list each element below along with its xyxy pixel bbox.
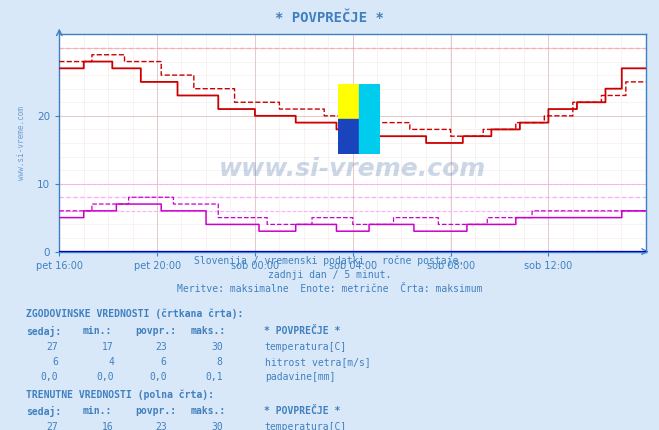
Polygon shape xyxy=(359,84,380,154)
Text: www.si-vreme.com: www.si-vreme.com xyxy=(219,157,486,181)
Text: * POVPREČJE *: * POVPREČJE * xyxy=(275,11,384,25)
Text: 0,0: 0,0 xyxy=(40,372,58,381)
Text: 6: 6 xyxy=(161,357,167,367)
Text: maks.:: maks.: xyxy=(191,326,226,336)
Text: ZGODOVINSKE VREDNOSTI (črtkana črta):: ZGODOVINSKE VREDNOSTI (črtkana črta): xyxy=(26,309,244,319)
Text: 30: 30 xyxy=(211,342,223,352)
Text: 0,0: 0,0 xyxy=(149,372,167,381)
Text: sedaj:: sedaj: xyxy=(26,326,61,337)
Text: povpr.:: povpr.: xyxy=(135,326,176,336)
Polygon shape xyxy=(338,119,359,154)
Text: padavine[mm]: padavine[mm] xyxy=(265,372,335,381)
Text: hitrost vetra[m/s]: hitrost vetra[m/s] xyxy=(265,357,370,367)
Text: * POVPREČJE *: * POVPREČJE * xyxy=(264,406,340,416)
Text: * POVPREČJE *: * POVPREČJE * xyxy=(264,326,340,336)
Text: 6: 6 xyxy=(52,357,58,367)
Text: 27: 27 xyxy=(46,342,58,352)
Text: min.:: min.: xyxy=(82,406,112,416)
Text: 0,1: 0,1 xyxy=(205,372,223,381)
Text: sedaj:: sedaj: xyxy=(26,406,61,417)
Text: maks.:: maks.: xyxy=(191,406,226,416)
Text: Slovenija / vremenski podatki - ročne postaje.: Slovenija / vremenski podatki - ročne po… xyxy=(194,256,465,266)
Text: temperatura[C]: temperatura[C] xyxy=(265,342,347,352)
Text: temperatura[C]: temperatura[C] xyxy=(265,422,347,430)
Text: 16: 16 xyxy=(102,422,114,430)
Text: TRENUTNE VREDNOSTI (polna črta):: TRENUTNE VREDNOSTI (polna črta): xyxy=(26,390,214,400)
Text: min.:: min.: xyxy=(82,326,112,336)
Text: 17: 17 xyxy=(102,342,114,352)
Text: www.si-vreme.com: www.si-vreme.com xyxy=(16,106,26,180)
Text: 8: 8 xyxy=(217,357,223,367)
Text: zadnji dan / 5 minut.: zadnji dan / 5 minut. xyxy=(268,270,391,280)
Text: 23: 23 xyxy=(155,422,167,430)
Text: Meritve: maksimalne  Enote: metrične  Črta: maksimum: Meritve: maksimalne Enote: metrične Črta… xyxy=(177,284,482,294)
Text: povpr.:: povpr.: xyxy=(135,406,176,416)
Text: 30: 30 xyxy=(211,422,223,430)
Text: 0,0: 0,0 xyxy=(96,372,114,381)
Text: 23: 23 xyxy=(155,342,167,352)
Polygon shape xyxy=(338,84,359,119)
Text: 4: 4 xyxy=(108,357,114,367)
Text: 27: 27 xyxy=(46,422,58,430)
